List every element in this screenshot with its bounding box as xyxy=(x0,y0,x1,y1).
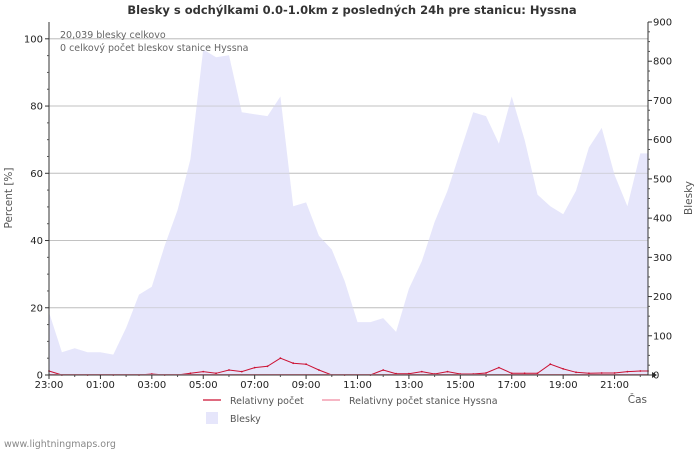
annotation-total: 20,039 blesky celkovo xyxy=(60,30,166,41)
footer-credit: www.lightningmaps.org xyxy=(4,439,116,450)
relativny-pocet-point-43 xyxy=(600,372,603,374)
x-tick-label-11: 21:00 xyxy=(600,380,629,391)
x-tick-label-10: 19:00 xyxy=(549,380,578,391)
relativny-pocet-point-16 xyxy=(253,366,256,369)
relativny-pocet-point-38 xyxy=(536,372,539,375)
x-tick-label-0: 23:00 xyxy=(35,380,64,391)
gridlines-overlay xyxy=(49,38,648,309)
x-tick-label-9: 17:00 xyxy=(497,380,526,391)
y-ticks-left: 0 20 40 60 80 100 xyxy=(24,34,49,382)
legend-label-relativny-pocet: Relativny počet xyxy=(230,396,304,407)
legend-label-relativny-pocet-hyssna: Relativny počet stanice Hyssna xyxy=(349,396,498,407)
y-tick-label-20: 20 xyxy=(30,303,43,314)
y2-tick-label-100: 100 xyxy=(653,331,672,342)
x-tick-label-5: 09:00 xyxy=(292,380,321,391)
y2-tick-label-900: 900 xyxy=(653,18,672,29)
x-tick-label-7: 13:00 xyxy=(395,380,424,391)
y-tick-label-100: 100 xyxy=(24,34,43,45)
relativny-pocet-point-44 xyxy=(613,372,616,374)
relativny-pocet-point-34 xyxy=(485,372,487,374)
relativny-pocet-point-15 xyxy=(240,370,243,373)
relativny-pocet-point-12 xyxy=(202,370,205,373)
y-axis-label: Percent [%] xyxy=(3,167,15,228)
relativny-pocet-point-18 xyxy=(279,357,282,360)
x-tick-label-1: 01:00 xyxy=(86,380,115,391)
y-tick-label-0: 0 xyxy=(37,371,43,382)
relativny-pocet-point-35 xyxy=(498,366,500,369)
plot-area xyxy=(48,22,657,378)
x-tick-label-8: 15:00 xyxy=(446,380,475,391)
relativny-pocet-point-19 xyxy=(292,362,295,365)
y-tick-label-40: 40 xyxy=(30,236,43,247)
relativny-pocet-point-21 xyxy=(318,369,320,371)
y2-tick-label-200: 200 xyxy=(653,292,672,303)
y-ticks-right: 0 100 200 300 400 500 600 700 800 900 xyxy=(648,18,672,382)
relativny-pocet-point-39 xyxy=(549,363,552,366)
x-tick-label-3: 05:00 xyxy=(189,380,218,391)
y2-tick-label-0: 0 xyxy=(653,371,659,382)
y-tick-label-60: 60 xyxy=(30,169,43,180)
relativny-pocet-point-11 xyxy=(189,372,192,375)
relativny-pocet-point-31 xyxy=(446,370,449,373)
x-axis-label: Čas xyxy=(628,393,647,406)
x-tick-label-6: 11:00 xyxy=(343,380,372,391)
y2-tick-label-400: 400 xyxy=(653,214,672,225)
y2-tick-label-700: 700 xyxy=(653,96,672,107)
annotation-station: 0 celkový počet bleskov stanice Hyssna xyxy=(60,43,249,54)
y2-tick-label-500: 500 xyxy=(653,174,672,185)
x-tick-label-2: 03:00 xyxy=(137,380,166,391)
x-axis-arrow xyxy=(652,372,657,378)
relativny-pocet-point-45 xyxy=(626,370,629,373)
x-tick-label-4: 07:00 xyxy=(240,380,269,391)
relativny-pocet-point-46 xyxy=(639,370,642,372)
relativny-pocet-point-17 xyxy=(266,365,269,368)
relativny-pocet-point-14 xyxy=(228,369,230,371)
x-ticks: 23:00 01:00 03:00 05:00 07:00 09:00 11:00 13:00… xyxy=(35,375,641,391)
y2-tick-label-800: 800 xyxy=(653,57,672,68)
relativny-pocet-point-13 xyxy=(215,372,218,375)
blesky-area-series xyxy=(49,49,648,375)
y2-tick-label-600: 600 xyxy=(653,135,672,146)
relativny-pocet-point-42 xyxy=(588,372,590,375)
relativny-pocet-point-20 xyxy=(305,363,307,366)
legend: Relativny počet Relativny počet stanice … xyxy=(203,396,498,425)
legend-label-blesky: Blesky xyxy=(230,414,261,425)
relativny-pocet-point-37 xyxy=(523,372,526,375)
relativny-pocet-point-41 xyxy=(575,371,577,374)
relativny-pocet-point-26 xyxy=(382,369,385,371)
y2-axis-label: Blesky xyxy=(683,181,695,215)
chart-title: Blesky s odchýlkami 0.0-1.0km z posledný… xyxy=(127,3,576,17)
y-tick-label-80: 80 xyxy=(30,102,43,113)
y2-tick-label-300: 300 xyxy=(653,253,672,264)
relativny-pocet-point-29 xyxy=(420,370,423,373)
relativny-pocet-point-40 xyxy=(562,368,565,370)
relativny-pocet-point-36 xyxy=(510,372,513,375)
legend-swatch-blesky xyxy=(206,412,218,424)
